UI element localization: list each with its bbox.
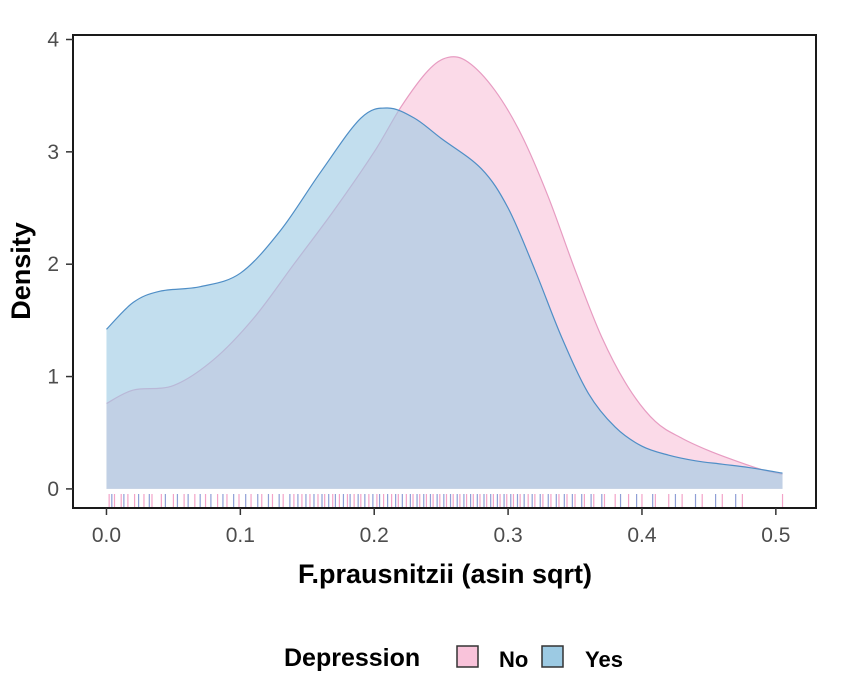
legend-label-yes: Yes <box>585 647 623 672</box>
x-tick-label: 0.0 <box>92 524 121 547</box>
legend: Depression No Yes <box>284 644 623 672</box>
legend-label-no: No <box>499 647 528 672</box>
x-axis: 0.0 0.1 0.2 0.3 0.4 0.5 <box>92 508 790 547</box>
x-tick-label: 0.4 <box>627 524 657 547</box>
y-tick-label: 4 <box>47 28 59 51</box>
y-tick-label: 3 <box>47 141 59 164</box>
density-areas <box>106 56 783 489</box>
y-tick-label: 2 <box>47 253 59 276</box>
y-tick-label: 1 <box>47 366 59 389</box>
y-tick-label: 0 <box>47 478 59 501</box>
x-tick-label: 0.2 <box>360 524 389 547</box>
x-axis-title: F.prausnitzii (asin sqrt) <box>298 559 592 589</box>
y-axis-title: Density <box>6 222 36 320</box>
x-tick-label: 0.1 <box>226 524 255 547</box>
legend-key-no <box>456 645 479 668</box>
legend-title: Depression <box>284 644 420 672</box>
x-tick-label: 0.5 <box>761 524 790 547</box>
rug-marks <box>108 494 784 507</box>
legend-key-yes <box>541 645 564 668</box>
density-line-yes <box>106 107 783 474</box>
y-axis: 0 1 2 3 4 <box>47 28 73 501</box>
density-area-yes <box>106 108 783 489</box>
x-tick-label: 0.3 <box>493 524 522 547</box>
